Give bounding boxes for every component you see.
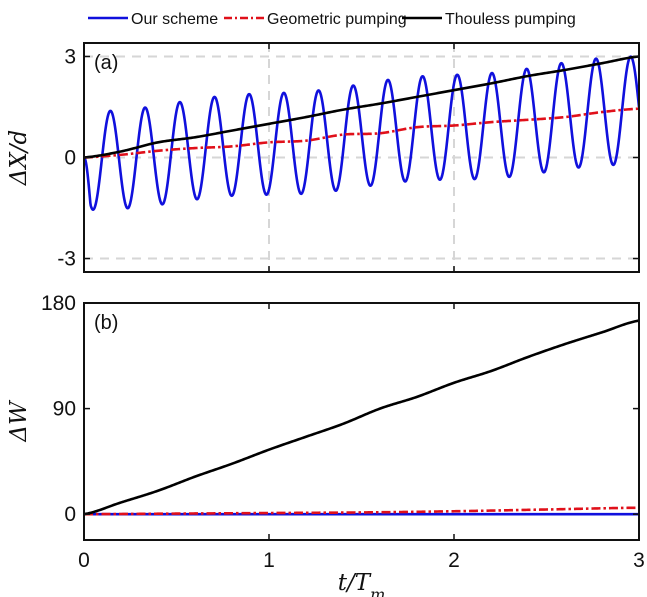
x-tick-label: 3 xyxy=(633,549,645,572)
y-tick-label: 0 xyxy=(64,503,76,526)
panel-b-ticks: 0 1 2 3 180 90 0 xyxy=(41,292,645,572)
y-tick-label: -3 xyxy=(57,248,76,271)
panel-a-grid xyxy=(84,43,639,272)
panel-b-frame xyxy=(83,302,640,541)
x-tick-label: 2 xyxy=(448,549,460,572)
panel-b-xlabel: t/Tm xyxy=(338,570,386,597)
legend-label-thouless: Thouless pumping xyxy=(445,11,576,28)
panel-b-series xyxy=(84,319,639,516)
y-tick-label: 3 xyxy=(64,45,76,68)
x-tick-label: 1 xyxy=(263,549,275,572)
y-tick-label: 180 xyxy=(41,292,76,315)
panel-a: 3 0 -3 (a) ΔX/d xyxy=(6,42,640,273)
legend-label-our-scheme: Our scheme xyxy=(131,11,218,28)
series-our-scheme xyxy=(84,55,639,211)
panel-a-ticks: 3 0 -3 xyxy=(57,43,640,272)
legend-label-geometric: Geometric pumping xyxy=(267,11,407,28)
panel-b-ylabel: ΔW xyxy=(6,399,32,443)
series-thouless-pumping xyxy=(84,55,639,159)
y-tick-label: 90 xyxy=(53,398,76,421)
series-geometric-pumping xyxy=(84,107,639,159)
panel-b: 0 1 2 3 180 90 0 (b) ΔW t/Tm xyxy=(6,292,645,597)
panel-a-ylabel: ΔX/d xyxy=(6,130,32,186)
panel-a-label: (a) xyxy=(94,52,118,74)
y-tick-label: 0 xyxy=(64,147,76,170)
panel-a-series xyxy=(84,55,639,211)
legend: Our scheme Geometric pumping Thouless pu… xyxy=(88,11,576,28)
series-geometric-pumping xyxy=(84,506,639,516)
panel-b-label: (b) xyxy=(94,312,118,334)
series-thouless-pumping xyxy=(84,319,639,516)
x-tick-label: 0 xyxy=(78,549,90,572)
